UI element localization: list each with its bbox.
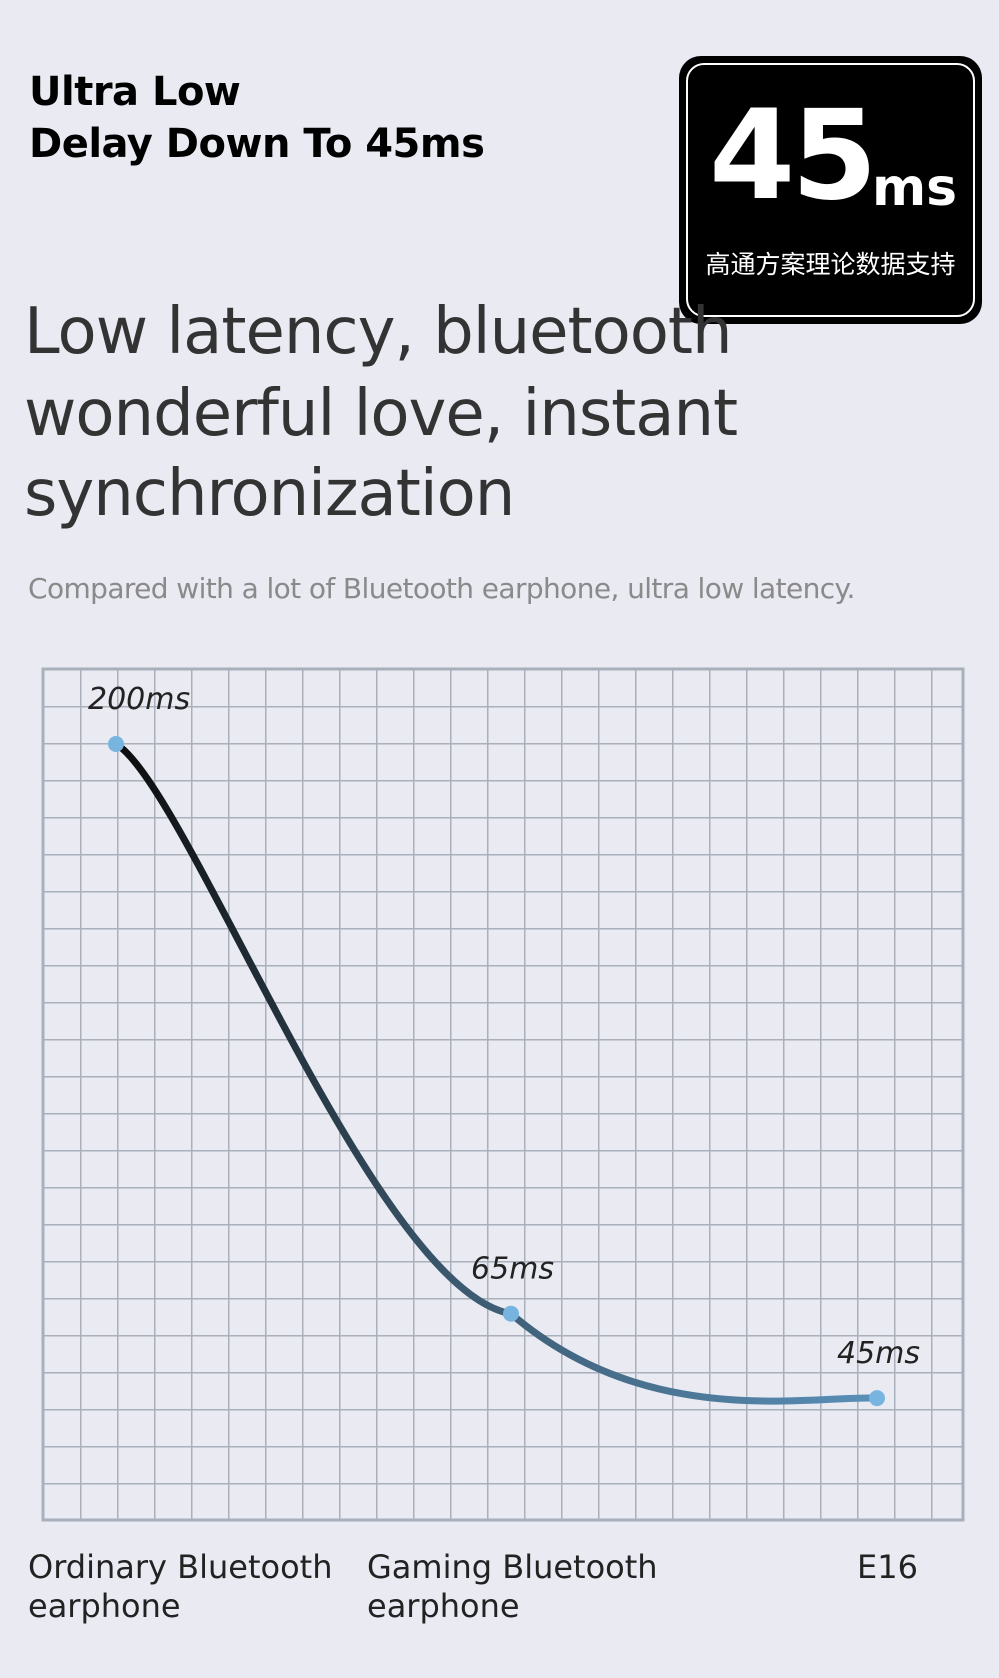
badge-unit: ms: [872, 158, 958, 218]
title-line: Delay Down To 45ms: [29, 121, 485, 167]
category-label: Gaming Bluetooth earphone: [367, 1548, 658, 1625]
value-label: 200ms: [88, 682, 190, 717]
badge-border: [686, 63, 975, 317]
grid-background: [41, 667, 965, 1522]
data-point: [108, 736, 124, 752]
value-label: 65ms: [471, 1252, 554, 1287]
title-line: Ultra Low: [29, 69, 241, 115]
value-label: 45ms: [837, 1336, 920, 1371]
badge-number: 45: [709, 84, 878, 228]
headline-line: wonderful love, instant: [24, 377, 738, 451]
headline-line: synchronization: [24, 457, 515, 531]
latency-curve: [112, 740, 881, 1405]
headline-line: Low latency, bluetooth: [24, 295, 733, 369]
badge-caption: 高通方案理论数据支持: [705, 250, 956, 279]
category-label: E16: [857, 1548, 918, 1586]
subtitle: Compared with a lot of Bluetooth earphon…: [28, 572, 855, 605]
badge: [679, 56, 982, 324]
data-point: [503, 1305, 519, 1322]
category-label: Ordinary Bluetooth earphone: [28, 1548, 333, 1625]
data-point: [869, 1390, 885, 1407]
